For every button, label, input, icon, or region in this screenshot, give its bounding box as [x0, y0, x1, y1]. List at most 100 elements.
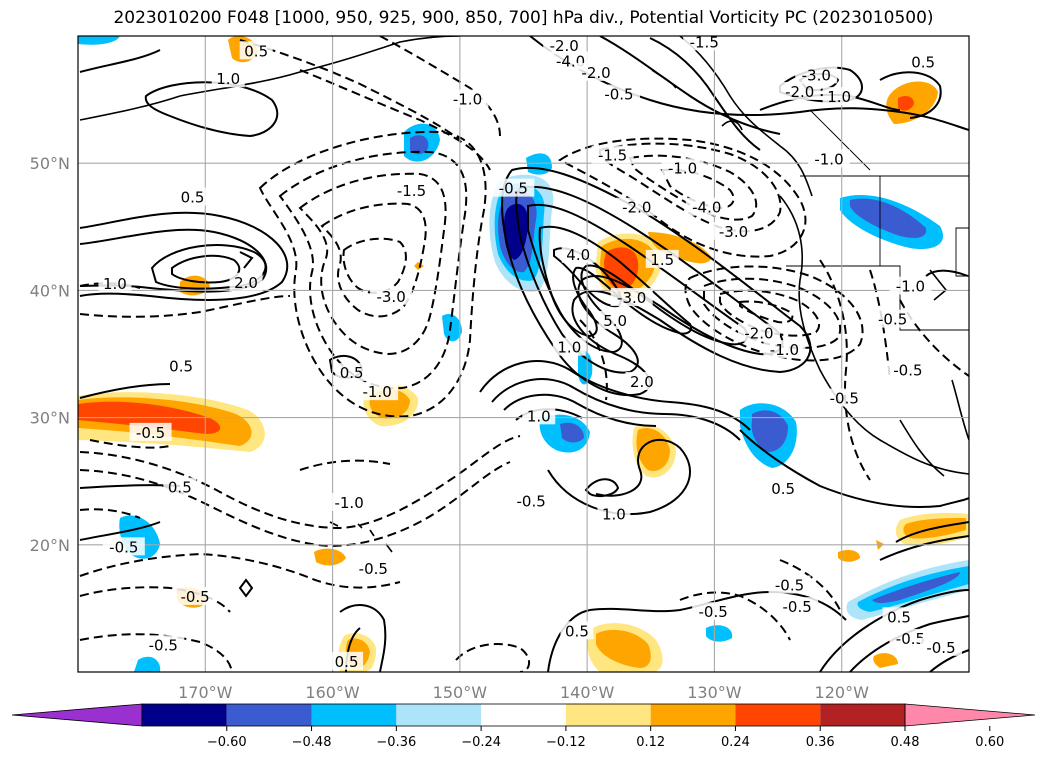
contour-label-bg [768, 575, 811, 594]
colorbar: −0.60 −0.48 −0.36 −0.24 −0.12 0.12 0.24 0.36 0.4… [11, 703, 1036, 750]
contour-label-bg [543, 36, 586, 55]
contour-label: -2.0 [744, 325, 773, 343]
contour-label: -1.0 [896, 278, 925, 296]
contour-label: 0.5 [771, 480, 795, 498]
contour-label: 2.0 [234, 274, 258, 292]
contour-label: -1.0 [814, 150, 843, 168]
colorbar-segment [650, 704, 736, 726]
contour-label: -1.0 [668, 159, 697, 177]
lon-label: 130°W [687, 683, 742, 702]
contour-label: -2.0 [785, 83, 814, 101]
contour-label-bg [807, 149, 850, 168]
contour-label: 1.0 [602, 505, 626, 523]
lat-label: 40°N [30, 281, 70, 300]
contour-label: -3.0 [376, 288, 405, 306]
contour-label-bg [102, 537, 145, 556]
contour-label-bg [560, 621, 594, 640]
coastlines [79, 36, 969, 553]
lat-label: 30°N [30, 409, 70, 428]
contour-label: -1.0 [334, 494, 363, 512]
contour-label: 0.5 [887, 608, 911, 626]
lon-label: 160°W [305, 683, 360, 702]
contour-label: -0.5 [893, 362, 922, 380]
colorbar-extend-max [904, 703, 1036, 727]
contour-label: -0.5 [149, 636, 178, 654]
contour-label-bg [822, 87, 856, 106]
colorbar-tick-label: −0.60 [207, 735, 247, 750]
contour-label: -0.5 [109, 538, 138, 556]
contour-label-bg [142, 635, 185, 654]
contour-label: -1.0 [770, 341, 799, 359]
contour-label-bg [645, 249, 679, 268]
contour-label: -0.5 [180, 588, 209, 606]
contour-label: 0.5 [911, 54, 935, 72]
colorbar-segment [820, 704, 905, 726]
contour-label: 0.5 [335, 653, 359, 671]
contour-label-bg [795, 65, 838, 84]
contour-label-bg [522, 406, 556, 425]
contour-label-bg [352, 558, 395, 577]
contour-labels: 0.51.0 2.00.51.0-1.5-1.0-3.0-0.50.5-1.00.… [98, 36, 962, 671]
longitude-labels: 170°W 160°W 150°W 140°W 130°W 120°W [178, 683, 869, 702]
contour-label-bg [370, 286, 413, 305]
colorbar-segment [311, 704, 397, 726]
contour-label-bg [174, 586, 217, 605]
colorbar-tick-label: −0.12 [546, 735, 586, 750]
contour-label: -0.5 [136, 424, 165, 442]
lon-label: 140°W [560, 683, 615, 702]
contour-label: -3.0 [719, 223, 748, 241]
contour-label: -1.0 [362, 383, 391, 401]
colorbar-segment [565, 704, 651, 726]
contour-label: 0.5 [168, 479, 192, 497]
contour-label-bg [561, 244, 595, 263]
contour-label: -0.5 [516, 493, 545, 511]
contour-label-bg [625, 371, 659, 390]
contour-label-bg [778, 81, 821, 100]
contour-label: 4.0 [566, 246, 590, 264]
contour-label-bg [598, 310, 632, 329]
boundaries [786, 109, 969, 331]
contour-label-bg [737, 323, 780, 342]
contour-label-bg [163, 477, 197, 496]
contour-label: 1.0 [103, 275, 127, 293]
contour-label-bg [683, 36, 726, 51]
contour-label-bg [492, 178, 535, 197]
map-panel [78, 36, 969, 672]
contour-label-bg [591, 145, 634, 164]
contour-label-bg [685, 197, 728, 216]
colorbar-segment [481, 704, 566, 726]
contour-label: -0.5 [783, 598, 812, 616]
contour-label-bg [597, 504, 631, 523]
contour-label-bg [766, 478, 800, 497]
contour-label: 2.0 [630, 373, 654, 391]
contour-label-bg [229, 272, 263, 291]
contour-label: -2.0 [622, 199, 651, 217]
contour-label-bg [597, 84, 640, 103]
contour-label: 0.5 [169, 358, 193, 376]
contour-label-bg [882, 607, 916, 626]
contour-label-bg [510, 491, 553, 510]
contour-label: -0.5 [604, 86, 633, 104]
lon-label: 120°W [815, 683, 870, 702]
contour-label: 1.0 [827, 88, 851, 106]
contour-label: 1.0 [527, 407, 551, 425]
contour-label-bg [446, 89, 489, 108]
colorbar-tick-label: 0.24 [721, 735, 750, 750]
lon-label: 150°W [433, 683, 488, 702]
map-frame [77, 35, 970, 673]
contour-label-bg [98, 274, 132, 293]
colorbar-tick-label: 0.12 [636, 735, 665, 750]
contour-label: -1.0 [453, 91, 482, 109]
contour-label-bg [692, 602, 735, 621]
contour-label: 5.0 [603, 312, 627, 330]
contour-label: 0.5 [565, 622, 589, 640]
colorbar-segment [226, 704, 312, 726]
colorbar-tick-label: −0.24 [461, 735, 501, 750]
colorbar-tick-label: −0.36 [376, 735, 416, 750]
contour-label-bg [886, 360, 929, 379]
colorbar-segment [735, 704, 821, 726]
contour-label: -0.5 [699, 603, 728, 621]
contour-label-bg [356, 382, 399, 401]
latitude-labels: 20°N 30°N 40°N 50°N [30, 154, 70, 555]
